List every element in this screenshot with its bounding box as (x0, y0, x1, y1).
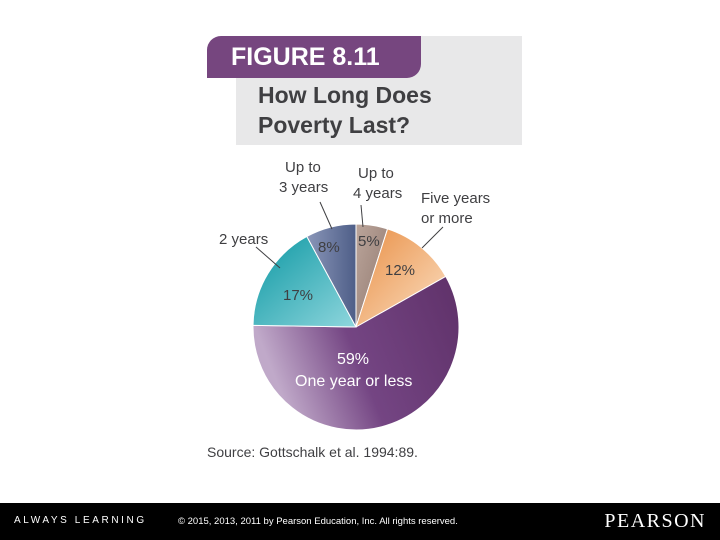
footer-copyright: © 2015, 2013, 2011 by Pearson Education,… (178, 516, 458, 527)
pie-slice-one-year-or-less (252, 275, 460, 431)
callout-up-to-3-line-2: 3 years (279, 179, 328, 196)
pie-slice-up-to-3-years (306, 223, 357, 328)
callout-two-years: 2 years (219, 231, 268, 248)
callout-up-to-4-line-1: Up to (358, 165, 394, 182)
pie-slice-five-years-or-more (355, 228, 447, 329)
value-label-up-to-4: 5% (358, 233, 380, 250)
leader-line-up-to-4 (360, 204, 364, 228)
pie-chart: Up to 3 years Up to 4 years Five years o… (219, 159, 490, 431)
figure-tag: FIGURE 8.11 (207, 36, 421, 78)
value-label-two-years: 17% (283, 287, 313, 304)
leader-line-five-years (421, 226, 444, 249)
callout-up-to-3-line-1: Up to (285, 159, 321, 176)
callout-one-year: One year or less (295, 373, 412, 390)
leader-line-up-to-3 (319, 201, 333, 230)
value-label-five-years: 12% (385, 262, 415, 279)
leader-line-two-years (255, 246, 281, 269)
pearson-logo: PEARSON (604, 510, 706, 532)
chart-title: How Long Does Poverty Last? (258, 80, 498, 140)
chart-title-line-2: Poverty Last? (258, 112, 411, 138)
footer-tagline: ALWAYS LEARNING (14, 515, 147, 526)
callout-five-years-line-1: Five years (421, 190, 490, 207)
value-label-one-year: 59% (337, 351, 369, 368)
footer-bar: ALWAYS LEARNING © 2015, 2013, 2011 by Pe… (0, 503, 720, 540)
chart-source: Source: Gottschalk et al. 1994:89. (207, 444, 418, 460)
pie-slice-2-years (252, 235, 357, 328)
callout-five-years-line-2: or more (421, 210, 473, 227)
chart-title-line-1: How Long Does (258, 82, 432, 108)
callout-up-to-4-line-2: 4 years (353, 185, 402, 202)
value-label-up-to-3: 8% (318, 239, 340, 256)
